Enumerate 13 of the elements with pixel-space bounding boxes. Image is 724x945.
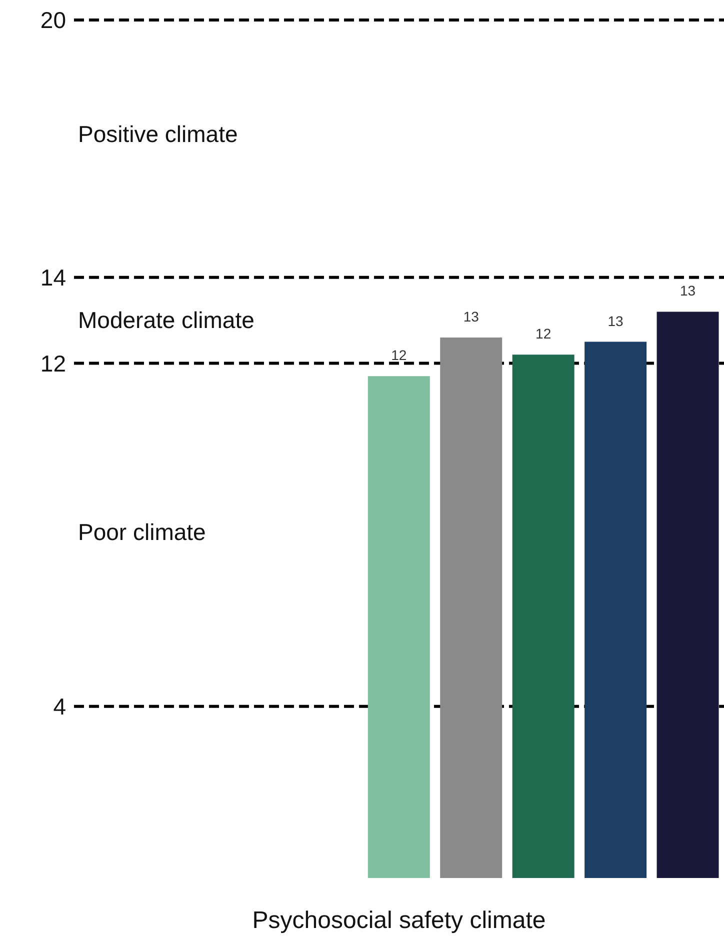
x-axis-title: Psychosocial safety climate [252,907,546,934]
annotation: Poor climate [78,518,206,546]
annotation: Moderate climate [78,306,254,334]
data-label: 12 [391,347,407,364]
annotation: Positive climate [78,120,238,148]
data-label: 13 [463,308,480,324]
data-label: 13 [608,312,624,329]
data-label: 13 [680,282,696,299]
y-tick-label: 12 [40,350,66,376]
data-label: 12 [536,326,552,342]
y-tick-label: 4 [53,694,66,720]
y-tick-label: 20 [40,7,66,34]
y-tick-label: 14 [40,264,66,291]
